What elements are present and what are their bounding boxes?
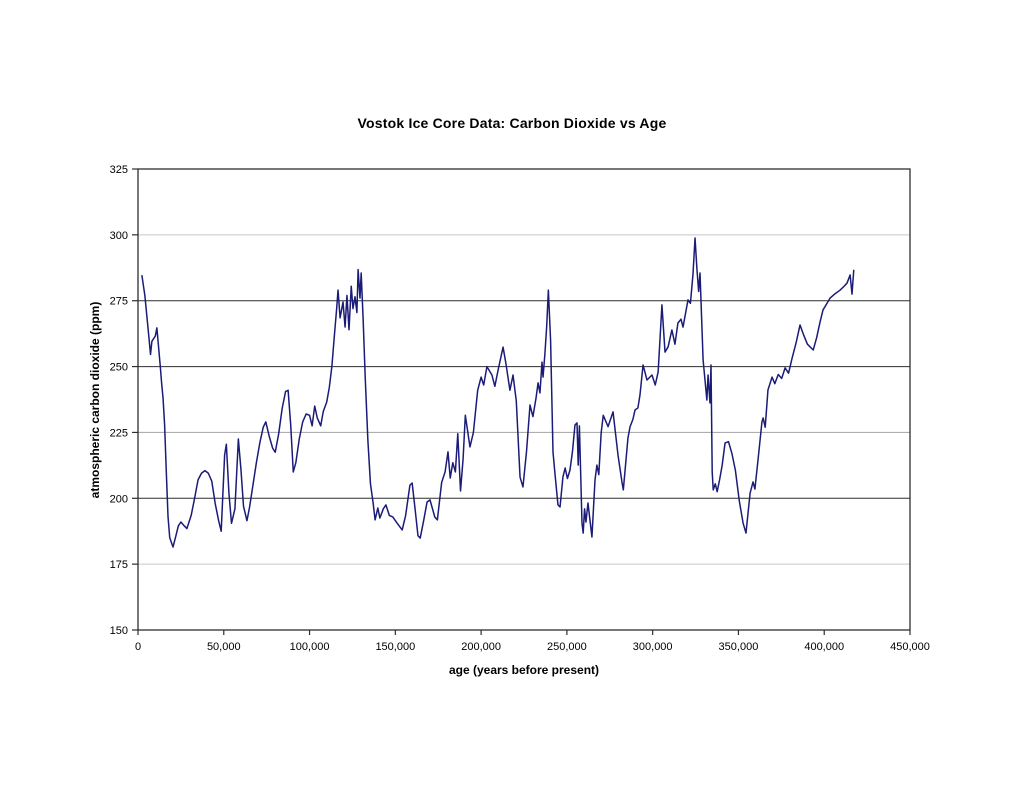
x-tick-label: 100,000 — [290, 641, 330, 653]
co2-line — [141, 237, 855, 548]
x-tick-label: 400,000 — [804, 641, 844, 653]
y-tick-label: 275 — [110, 296, 128, 308]
y-tick-label: 250 — [110, 362, 128, 374]
plot-frame — [137, 168, 911, 631]
x-tick-label: 250,000 — [547, 641, 587, 653]
y-tick-label: 200 — [110, 493, 128, 505]
x-tick-label: 450,000 — [890, 641, 930, 653]
x-tick-label: 150,000 — [375, 641, 415, 653]
x-tick-label: 350,000 — [719, 641, 759, 653]
x-tick-label: 50,000 — [207, 641, 241, 653]
x-axis-title: age (years before present) — [448, 663, 600, 677]
y-tick-label: 300 — [110, 230, 128, 242]
y-tick-label: 225 — [110, 427, 128, 439]
y-tick-label: 325 — [110, 164, 128, 176]
chart-title: Vostok Ice Core Data: Carbon Dioxide vs … — [357, 115, 667, 131]
x-tick-label: 300,000 — [633, 641, 673, 653]
y-tick-label: 175 — [110, 559, 128, 571]
y-tick-label: 150 — [110, 625, 128, 637]
x-tick-label: 0 — [135, 641, 141, 653]
x-tick-label: 200,000 — [461, 641, 501, 653]
